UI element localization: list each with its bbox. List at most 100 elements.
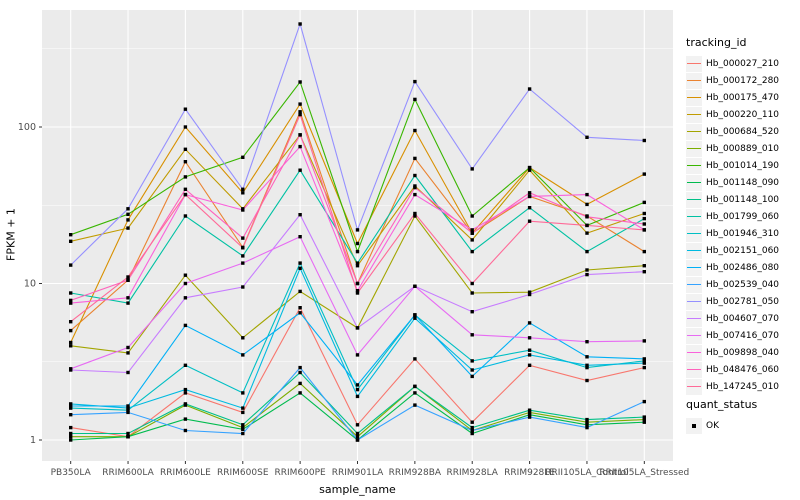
tracking-id-legend: tracking_id Hb_000027_210 Hb_000172_280 Hb… [686, 36, 798, 395]
data-point [355, 291, 360, 295]
data-point [298, 391, 302, 395]
data-point [126, 370, 130, 375]
data-point [298, 213, 302, 217]
y-tick-label: 1 [30, 435, 36, 446]
legend-key-line-icon [686, 361, 702, 378]
data-point [298, 289, 302, 294]
data-point [69, 367, 73, 371]
data-point [298, 365, 302, 370]
data-point [642, 365, 646, 370]
data-point [298, 306, 302, 310]
legend-key-line-icon [686, 242, 702, 259]
data-point [642, 222, 646, 226]
data-point [241, 246, 245, 250]
quant-status-legend: quant_status OK [686, 398, 798, 434]
data-point [355, 383, 360, 387]
data-point [298, 235, 302, 239]
data-point [69, 404, 73, 408]
legend-key-line-icon [686, 259, 702, 276]
data-point [355, 387, 360, 392]
data-point [642, 172, 646, 176]
data-point [585, 215, 589, 219]
data-point [413, 79, 417, 84]
legend-entry-Hb_000889_010: Hb_000889_010 [686, 140, 798, 157]
data-point [241, 427, 245, 431]
data-point [355, 438, 360, 442]
data-point [527, 191, 532, 195]
legend-entry-Hb_009898_040: Hb_009898_040 [686, 344, 798, 361]
data-point [470, 428, 474, 433]
data-point [642, 339, 646, 343]
data-point [585, 365, 589, 370]
data-point [69, 431, 73, 436]
data-point [642, 216, 646, 221]
data-point [585, 192, 589, 197]
legend-entry-Hb_001014_190: Hb_001014_190 [686, 157, 798, 174]
data-point [642, 359, 646, 363]
legend-entry-label: Hb_009898_040 [706, 347, 780, 358]
data-point [183, 125, 188, 129]
data-point [470, 291, 474, 295]
ok-point-icon [686, 417, 702, 434]
data-point [298, 80, 302, 84]
data-point [413, 403, 417, 407]
data-point [69, 263, 73, 267]
data-point [470, 359, 474, 363]
data-point [69, 301, 73, 305]
data-point [642, 211, 646, 216]
legend-entries: Hb_000027_210 Hb_000172_280 Hb_000175_470 H… [686, 55, 798, 395]
data-point [527, 290, 532, 294]
legend-entry-label: Hb_000684_520 [706, 126, 780, 137]
data-point [527, 415, 532, 419]
data-point [585, 202, 589, 207]
data-point [585, 363, 589, 367]
legend-entry-label: Hb_007416_070 [706, 330, 780, 341]
data-point [241, 285, 245, 289]
data-point [355, 281, 360, 286]
data-point [69, 320, 73, 324]
data-point [527, 413, 532, 417]
data-point [69, 344, 73, 348]
legend-entry-label: Hb_000889_010 [706, 143, 780, 154]
legend-entry-Hb_000220_110: Hb_000220_110 [686, 106, 798, 123]
legend-key-line-icon [686, 174, 702, 191]
data-point [470, 231, 474, 235]
data-point [470, 249, 474, 254]
data-point [126, 207, 130, 211]
legend-key-line-icon [686, 106, 702, 123]
data-point [413, 185, 417, 190]
legend-entry-Hb_000684_520: Hb_000684_520 [686, 123, 798, 140]
data-point [183, 281, 188, 286]
data-point [126, 296, 130, 300]
data-point [241, 423, 245, 427]
data-point [241, 187, 245, 191]
data-point [642, 399, 646, 404]
data-point [527, 219, 532, 223]
legend-key-line-icon [686, 140, 702, 157]
data-point [241, 236, 245, 240]
data-point [527, 348, 532, 352]
data-point [355, 264, 360, 268]
data-point [355, 241, 360, 246]
legend-key-line-icon [686, 157, 702, 174]
legend-key-line-icon [686, 344, 702, 361]
data-point [298, 381, 302, 386]
legend-entry-label: Hb_002781_050 [706, 296, 780, 307]
legend-entry-Hb_147245_010: Hb_147245_010 [686, 378, 798, 395]
data-point [298, 311, 302, 315]
data-point [585, 231, 589, 235]
data-point [355, 289, 360, 293]
data-point [126, 431, 130, 436]
legend-key-line-icon [686, 310, 702, 327]
x-axis-title: sample_name [319, 483, 396, 496]
data-point [355, 423, 360, 427]
data-point [355, 261, 360, 265]
legend-entry-Hb_002781_050: Hb_002781_050 [686, 293, 798, 310]
data-point [126, 278, 130, 282]
data-point [183, 428, 188, 433]
data-point [585, 268, 589, 272]
data-point [241, 353, 245, 357]
data-point [470, 228, 474, 232]
data-point [527, 165, 532, 170]
